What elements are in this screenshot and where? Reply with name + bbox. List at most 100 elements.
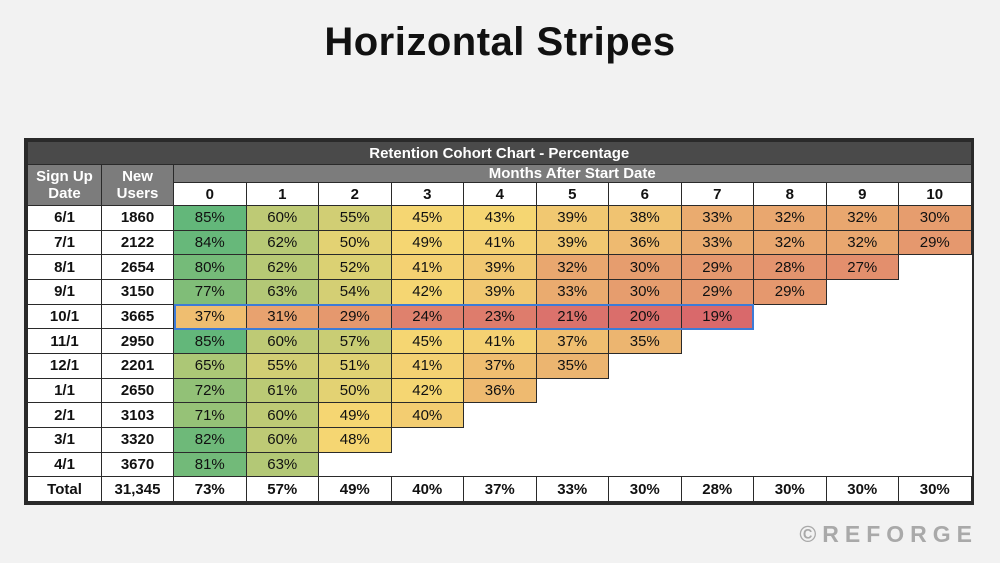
cohort-date: 6/1 bbox=[27, 205, 102, 231]
retention-cell: 29% bbox=[753, 278, 827, 305]
retention-cell: 61% bbox=[245, 377, 319, 404]
empty-cell bbox=[536, 452, 609, 477]
empty-cell bbox=[753, 304, 826, 329]
retention-cell: 21% bbox=[535, 303, 609, 330]
retention-cell: 29% bbox=[680, 278, 754, 305]
retention-cell: 32% bbox=[825, 205, 899, 231]
total-retention-cell: 49% bbox=[318, 476, 392, 502]
retention-cell: 30% bbox=[898, 205, 972, 231]
retention-cell: 35% bbox=[535, 352, 609, 379]
cohort-row: 7/1 2122 84% 62% 50% 49% 41% 39% 36% 33% 32% 32% 29% bbox=[27, 229, 972, 256]
empty-cell bbox=[826, 353, 899, 379]
retention-cell: 49% bbox=[318, 402, 392, 428]
retention-cell: 50% bbox=[318, 377, 392, 404]
total-retention-cell: 28% bbox=[680, 476, 754, 502]
retention-cell: 60% bbox=[245, 402, 319, 428]
retention-cell: 29% bbox=[898, 229, 972, 256]
empty-cell bbox=[753, 353, 826, 379]
retention-cell: 43% bbox=[463, 205, 537, 231]
month-label-0: 0 bbox=[173, 182, 247, 206]
cohort-date: 11/1 bbox=[27, 328, 102, 354]
retention-cell: 42% bbox=[390, 377, 464, 404]
retention-cell: 63% bbox=[245, 278, 319, 305]
month-label-5: 5 bbox=[535, 182, 609, 206]
empty-cell bbox=[826, 402, 899, 428]
total-row: Total 31,345 73% 57% 49% 40% 37% 33% 30% 28% 30% 30… bbox=[27, 476, 972, 502]
empty-cell bbox=[826, 378, 899, 403]
retention-cell: 38% bbox=[608, 205, 682, 231]
empty-cell bbox=[898, 279, 972, 305]
retention-cell: 45% bbox=[390, 205, 464, 231]
cohort-rows: 6/1 1860 85% 60% 55% 45% 43% 39% 38% 33% 32% 32% 30%… bbox=[27, 205, 972, 502]
retention-cell: 33% bbox=[535, 278, 609, 305]
cohort-row: 6/1 1860 85% 60% 55% 45% 43% 39% 38% 33% 32% 32% 30% bbox=[27, 205, 972, 231]
retention-cell: 39% bbox=[463, 278, 537, 305]
empty-cell bbox=[753, 452, 826, 477]
empty-cell bbox=[463, 427, 536, 453]
cohort-new-users: 2122 bbox=[101, 229, 174, 256]
empty-cell bbox=[898, 353, 972, 379]
empty-cell bbox=[898, 304, 972, 329]
cohort-new-users: 1860 bbox=[101, 205, 174, 231]
retention-cell: 33% bbox=[680, 205, 754, 231]
retention-cell: 27% bbox=[825, 254, 899, 280]
retention-cell: 84% bbox=[173, 229, 247, 256]
retention-cell: 72% bbox=[173, 377, 247, 404]
retention-cell: 62% bbox=[245, 254, 319, 280]
cohort-date: 9/1 bbox=[27, 278, 102, 305]
empty-cell bbox=[898, 402, 972, 428]
retention-cell: 63% bbox=[245, 451, 319, 478]
retention-cell: 50% bbox=[318, 229, 392, 256]
cohort-row: 11/1 2950 85% 60% 57% 45% 41% 37% 35% bbox=[27, 328, 972, 354]
total-retention-cell: 30% bbox=[608, 476, 682, 502]
retention-cell: 19% bbox=[680, 303, 754, 330]
retention-cell: 54% bbox=[318, 278, 392, 305]
retention-cell: 85% bbox=[173, 205, 247, 231]
cohort-new-users: 3103 bbox=[101, 402, 174, 428]
retention-cell: 39% bbox=[535, 229, 609, 256]
cohort-new-users: 3320 bbox=[101, 426, 174, 453]
empty-cell bbox=[681, 328, 754, 354]
cohort-date: 7/1 bbox=[27, 229, 102, 256]
total-retention-cell: 40% bbox=[390, 476, 464, 502]
cohort-new-users: 3670 bbox=[101, 451, 174, 478]
retention-cell: 36% bbox=[463, 377, 537, 404]
retention-cell: 37% bbox=[463, 352, 537, 379]
empty-cell bbox=[826, 452, 899, 477]
month-label-8: 8 bbox=[753, 182, 827, 206]
retention-cell: 45% bbox=[390, 328, 464, 354]
empty-cell bbox=[898, 254, 972, 280]
month-label-1: 1 bbox=[245, 182, 319, 206]
retention-cell: 40% bbox=[390, 402, 464, 428]
month-label-4: 4 bbox=[463, 182, 537, 206]
retention-cell: 41% bbox=[463, 229, 537, 256]
retention-cell: 41% bbox=[463, 328, 537, 354]
empty-cell bbox=[391, 452, 464, 477]
cohort-row: 3/1 3320 82% 60% 48% bbox=[27, 426, 972, 453]
total-retention-cell: 37% bbox=[463, 476, 537, 502]
retention-cell: 30% bbox=[608, 278, 682, 305]
retention-cell: 77% bbox=[173, 278, 247, 305]
cohort-date: 3/1 bbox=[27, 426, 102, 453]
empty-cell bbox=[608, 353, 681, 379]
empty-cell bbox=[898, 452, 972, 477]
retention-cell: 35% bbox=[608, 328, 682, 354]
retention-cell: 20% bbox=[608, 303, 682, 330]
cohort-new-users: 2650 bbox=[101, 377, 174, 404]
month-label-7: 7 bbox=[680, 182, 754, 206]
cohort-new-users: 3150 bbox=[101, 278, 174, 305]
empty-cell bbox=[898, 328, 972, 354]
empty-cell bbox=[463, 452, 536, 477]
cohort-row: 9/1 3150 77% 63% 54% 42% 39% 33% 30% 29% 29% bbox=[27, 278, 972, 305]
sign-up-date-header: Sign Up Date bbox=[27, 164, 102, 206]
empty-cell bbox=[826, 279, 899, 305]
month-number-row: 0 1 2 3 4 5 6 7 8 9 10 bbox=[28, 182, 972, 206]
empty-cell bbox=[463, 402, 536, 428]
cohort-date: 10/1 bbox=[27, 303, 102, 330]
month-label-2: 2 bbox=[318, 182, 392, 206]
total-retention-cell: 30% bbox=[753, 476, 827, 502]
retention-cell: 82% bbox=[173, 426, 247, 453]
empty-cell bbox=[681, 402, 754, 428]
new-users-header: New Users bbox=[101, 164, 174, 206]
retention-cell: 32% bbox=[753, 205, 827, 231]
